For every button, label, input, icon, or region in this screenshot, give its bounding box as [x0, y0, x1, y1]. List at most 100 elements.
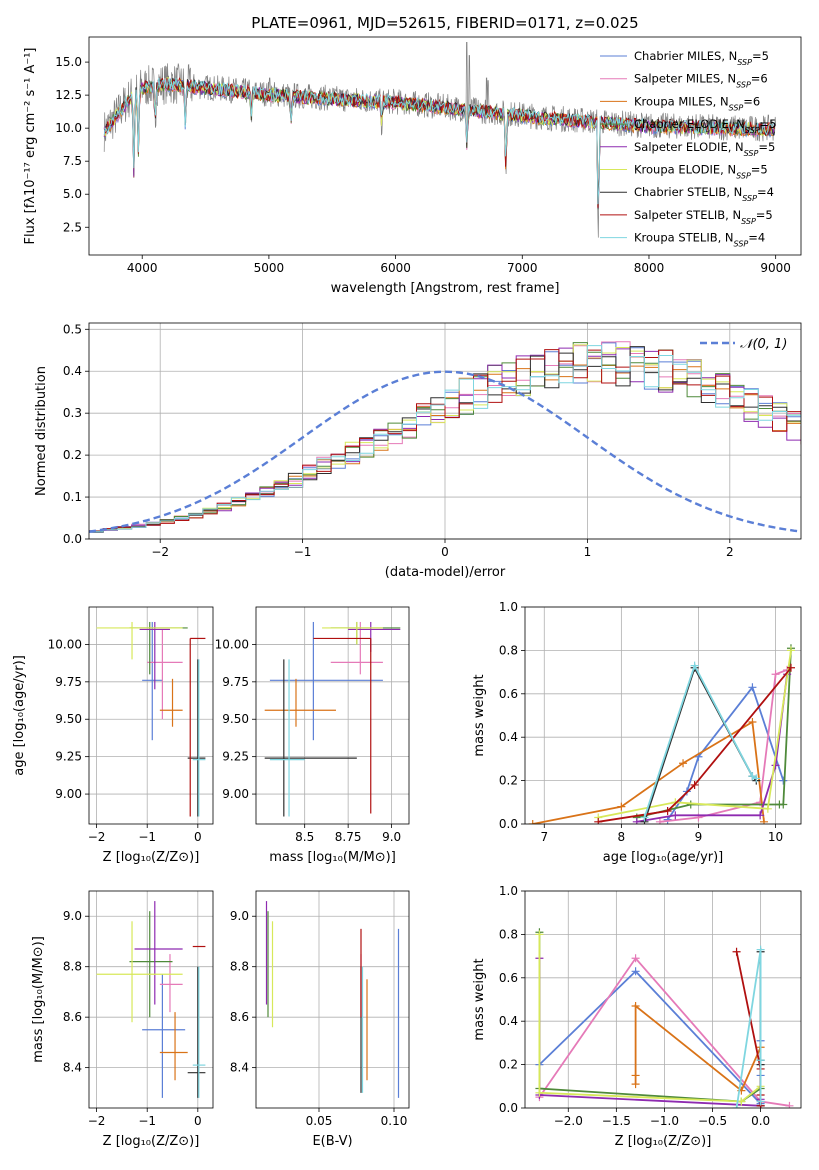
legend-entry: Salpeter STELIB, NSSP=5 [634, 208, 773, 226]
histogram-step-kroupa-stelib [89, 345, 801, 532]
axes-frame [524, 890, 802, 1109]
plot-area-spectrum [103, 41, 777, 238]
x-tick-label: −0.5 [698, 1114, 727, 1128]
errorbar-salpeter-miles [147, 629, 183, 720]
histogram-step-salpeter-miles [89, 341, 801, 533]
weight-marker [655, 817, 664, 824]
errorbar-kroupa-elodie [322, 621, 383, 645]
weight-series-kroupa-elodie [594, 646, 795, 822]
weight-series-salpeter-stelib [594, 663, 795, 824]
y-tick-label: 9.0 [230, 909, 249, 923]
grid-lines [89, 323, 801, 540]
y-axis-label: age [log₁₀(age/yr)] [12, 655, 27, 776]
weight-marker [535, 1088, 544, 1097]
y-tick-label: 1.0 [499, 884, 518, 898]
errorbar-salpeter-elodie [348, 621, 401, 652]
y-tick-label: 0.2 [499, 1058, 518, 1072]
y-tick-label: 0.0 [499, 817, 518, 831]
y-tick-label: 10.00 [215, 637, 249, 651]
y-tick-label: 2.5 [63, 220, 82, 234]
y-tick-label: 0.4 [499, 1014, 518, 1028]
axes-mass_vs_Z: −2 −1 0 8.4 8.6 8.8 9.0 Z [log₁₀(Z/Z⊙)] mass [lo… [31, 890, 214, 1149]
errorbar-kroupa-stelib [192, 659, 206, 817]
histogram-step-chabrier-elodie [89, 342, 801, 533]
frame: −2.0 −1.5 −1.0 −0.5 0.0 0.0 0.2 0.4 0.6 0.8 1.0 Z [… [472, 884, 802, 1149]
x-tick-label: 6000 [380, 261, 411, 275]
y-tick-label: 15.0 [55, 55, 82, 69]
weight-marker [748, 718, 757, 727]
x-tick-label: 1 [584, 545, 592, 559]
x-tick-label: 7000 [507, 261, 538, 275]
legend-entry: Chabrier STELIB, NSSP=4 [634, 185, 774, 203]
weight-marker [528, 820, 537, 824]
weight-marker [786, 663, 795, 672]
figure-title: PLATE=0961, MJD=52615, FIBERID=0171, z=0… [251, 14, 638, 32]
y-tick-label: 0.0 [63, 532, 82, 546]
weight-marker [690, 661, 699, 670]
weight-series-salpeter-miles [655, 665, 792, 824]
legend-entry: Kroupa MILES, NSSP=6 [634, 94, 760, 112]
weight-marker [631, 1071, 640, 1080]
x-axis-label: age [log₁₀(age/yr)] [603, 850, 724, 865]
legend-entry: Salpeter MILES, NSSP=6 [634, 72, 768, 90]
y-tick-label: 0.4 [499, 730, 518, 744]
axes-frame [88, 606, 214, 825]
axes-weight_vs_age: 7 8 9 10 0.0 0.2 0.4 0.6 0.8 1.0 age [log₁₀(age/yr… [472, 600, 802, 865]
weight-marker [631, 1002, 640, 1011]
x-axis-label: Z [log₁₀(Z/Z⊙)] [103, 1134, 200, 1149]
y-tick-label: 9.00 [55, 787, 82, 801]
errorbar-salpeter-stelib [189, 637, 206, 817]
weight-series-chabrier-stelib [640, 663, 761, 824]
y-tick-label: 12.5 [55, 88, 82, 102]
x-tick-label: −1 [294, 545, 312, 559]
y-tick-label: 0.8 [499, 643, 518, 657]
weight-marker [732, 947, 741, 956]
weight-line [598, 667, 792, 823]
weight-marker [631, 967, 640, 976]
normal-distribution-curve [89, 370, 801, 533]
y-tick-label: 8.4 [230, 1061, 249, 1075]
weight-marker [594, 817, 603, 824]
y-tick-label: 8.6 [230, 1010, 249, 1024]
legend-entry: Chabrier ELODIE, NSSP=5 [634, 117, 776, 135]
histogram-step-kroupa-elodie [89, 344, 801, 532]
weight-series-chabrier-elodie [632, 644, 795, 822]
weight-marker [671, 811, 680, 820]
frame: −2 −1 0 1 2 0.0 0.1 0.2 0.3 0.4 0.5 (data-model)/er… [34, 322, 802, 580]
weight-line [643, 663, 757, 818]
y-axis-label: Normed distribution [34, 366, 49, 496]
histogram-step-salpeter-stelib [89, 349, 801, 532]
x-tick-label: 8.5 [295, 830, 314, 844]
errorbar-kroupa-miles [264, 678, 336, 727]
x-tick-label: 5000 [254, 261, 285, 275]
errorbar-kroupa-miles [159, 678, 183, 727]
weight-marker [756, 1097, 765, 1106]
x-axis-label: wavelength [Angstrom, rest frame] [331, 281, 560, 296]
y-tick-label: 0.3 [63, 406, 82, 420]
y-tick-label: 0.6 [499, 687, 518, 701]
weight-marker [640, 813, 649, 822]
weight-series-chabrier-miles [535, 967, 765, 1108]
axes-residuals: −2 −1 0 1 2 0.0 0.1 0.2 0.3 0.4 0.5 (data-model)/er… [34, 322, 802, 580]
grid-lines [256, 607, 409, 824]
legend-entry: Chabrier MILES, NSSP=5 [634, 49, 769, 67]
x-axis-label: mass [log₁₀(M/M⊙)] [269, 850, 396, 865]
grid-lines [89, 891, 213, 1108]
y-axis-label: mass [log₁₀(M/M⊙)] [31, 936, 46, 1063]
y-tick-label: 9.25 [222, 750, 249, 764]
y-tick-label: 1.0 [499, 600, 518, 614]
weight-marker [679, 759, 688, 768]
y-tick-label: 9.0 [63, 909, 82, 923]
weight-marker [631, 1080, 640, 1089]
x-tick-label: 9000 [760, 261, 791, 275]
y-tick-label: 9.75 [222, 675, 249, 689]
x-tick-label: 8 [618, 830, 626, 844]
weight-marker [617, 802, 626, 811]
errorbar-chabrier-elodie [330, 621, 401, 645]
frame: 0.05 0.10 8.4 8.6 8.8 9.0 E(B-V) [230, 890, 410, 1149]
errorbar-chabrier-miles [142, 974, 186, 1098]
errorbar-chabrier-stelib [264, 659, 357, 817]
axes-frame [255, 890, 410, 1109]
x-tick-label: −2 [151, 545, 169, 559]
axes-spectrum: 4000 5000 6000 7000 8000 9000 2.5 5.0 7.5 10.0 12.… [23, 36, 802, 296]
